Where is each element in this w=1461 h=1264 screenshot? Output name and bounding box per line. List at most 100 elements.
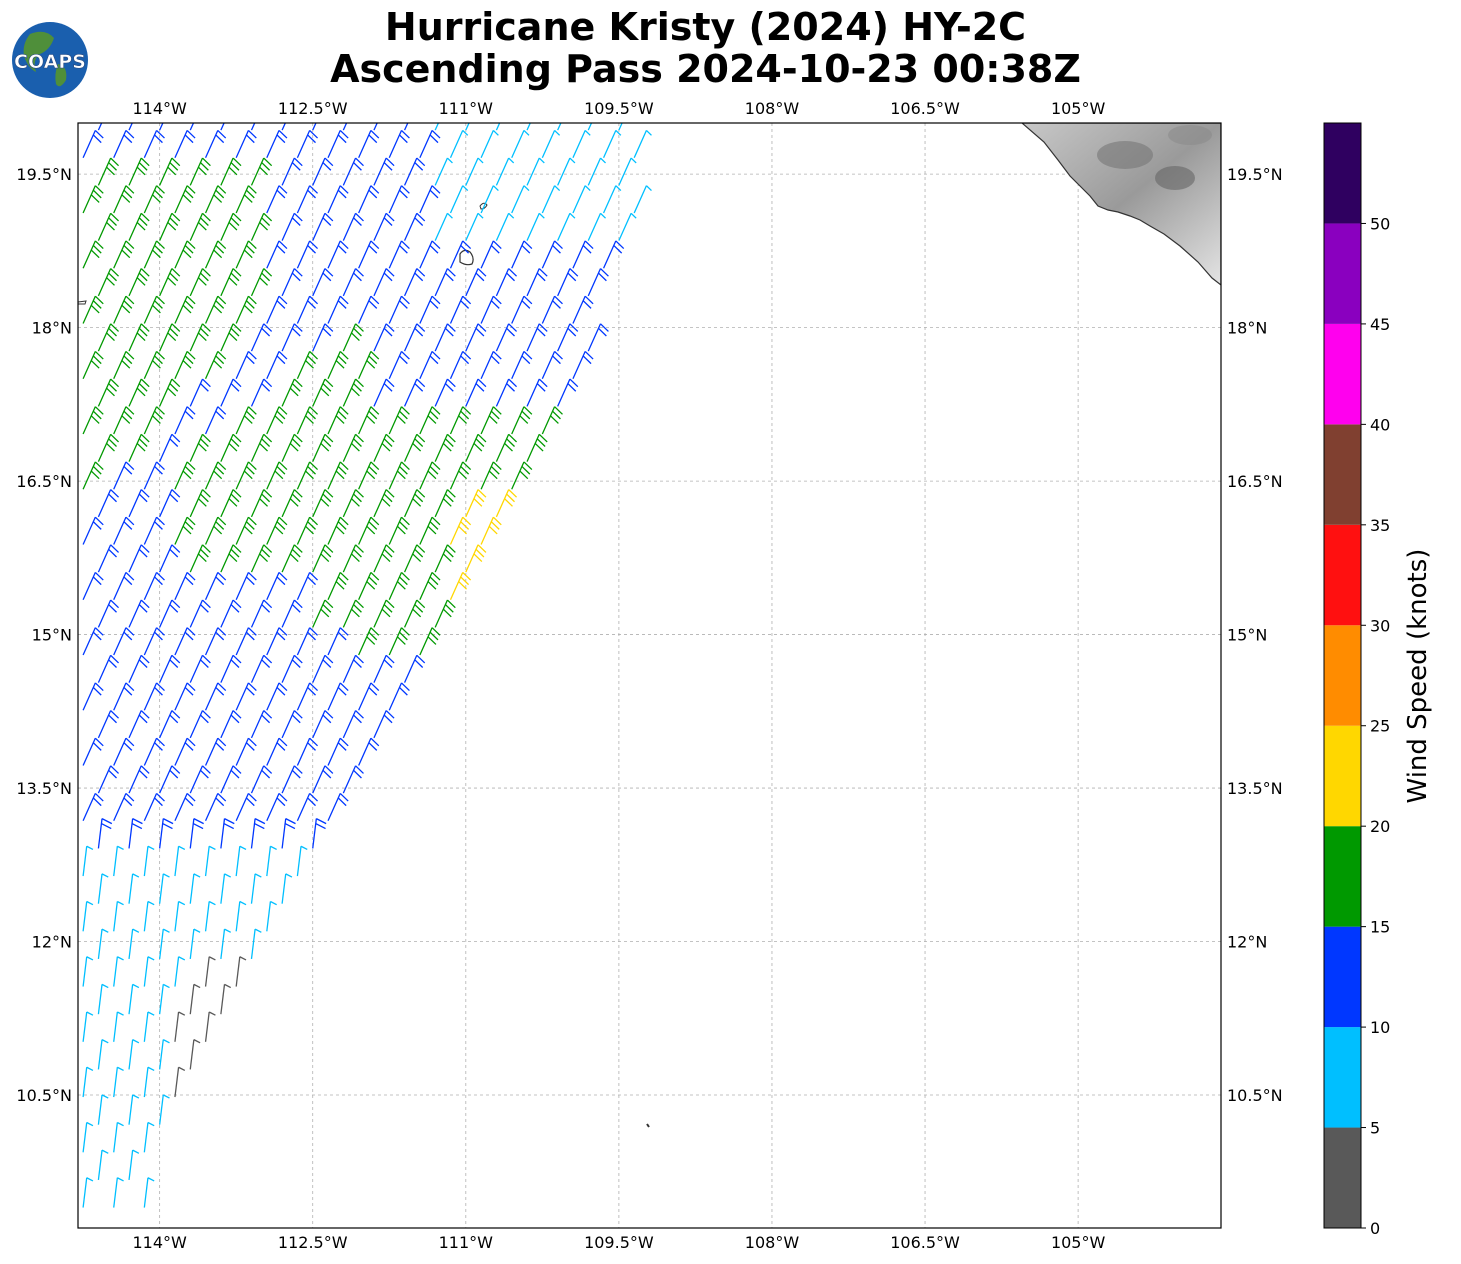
lat-tick-label-left: 18°N [32, 319, 72, 338]
wind-barb [327, 682, 349, 711]
wind-barb [358, 682, 380, 711]
wind-barb [174, 627, 196, 656]
wind-barb [250, 654, 273, 683]
wind-barb [266, 792, 288, 822]
wind-barb [174, 900, 186, 932]
wind-barb [572, 129, 591, 159]
wind-barb [82, 350, 104, 380]
wind-barb [618, 212, 637, 241]
wind-barb [174, 845, 186, 877]
lon-tick-label-bottom: 112.5°W [278, 1233, 348, 1252]
wind-barb [342, 654, 364, 683]
wind-barb [312, 212, 334, 241]
wind-barb [220, 323, 242, 352]
lon-tick-label-bottom: 109.5°W [584, 1233, 654, 1252]
wind-barb [342, 765, 364, 794]
wind-barb [158, 983, 170, 1015]
wind-barb [266, 185, 288, 214]
wind-barb [220, 212, 242, 241]
lon-tick-label-bottom: 108°W [745, 1233, 800, 1252]
lon-tick-label-top: 106.5°W [890, 99, 960, 118]
wind-barb [143, 185, 165, 214]
wind-barb [174, 792, 196, 822]
wind-barb [495, 378, 518, 407]
wind-barb [281, 157, 303, 186]
wind-barb [602, 129, 622, 159]
wind-barb [266, 682, 288, 711]
wind-barb [128, 1094, 140, 1125]
wind-barb [113, 461, 135, 490]
wind-barb [266, 129, 288, 159]
wind-barb [526, 123, 531, 131]
wind-barb [113, 129, 135, 159]
wind-barb [358, 627, 380, 656]
lon-tick-label-top: 112.5°W [278, 99, 348, 118]
wind-barb [281, 123, 287, 131]
wind-barb [158, 1039, 170, 1070]
wind-barb [189, 378, 211, 407]
wind-barb [235, 956, 247, 987]
wind-barb [113, 792, 135, 822]
wind-barb [266, 900, 277, 932]
wind-barb [480, 295, 502, 324]
wind-barb [373, 378, 395, 407]
wind-barb [358, 516, 380, 545]
wind-barb [204, 461, 227, 490]
wind-barb [235, 129, 257, 159]
wind-barb [113, 516, 135, 545]
wind-barb [557, 157, 576, 186]
wind-barb [189, 710, 211, 739]
wind-barb [82, 900, 94, 932]
wind-barb [312, 818, 327, 849]
wind-barb [128, 1039, 140, 1070]
wind-barb [419, 461, 441, 490]
colorbar-segment [1324, 424, 1361, 525]
wind-barb [312, 765, 334, 794]
lat-tick-label-left: 19.5°N [16, 165, 72, 184]
wind-barb [358, 571, 380, 601]
wind-barb [174, 350, 196, 380]
wind-barb [327, 129, 349, 159]
lat-tick-label-right: 10.5°N [1227, 1086, 1283, 1105]
wind-barb [434, 212, 453, 241]
wind-barb [174, 461, 196, 490]
wind-barb [250, 710, 273, 739]
wind-barb [327, 627, 349, 656]
wind-barb [511, 406, 533, 435]
wind-barb [143, 1066, 155, 1098]
wind-barb [602, 240, 625, 269]
colorbar-segment [1324, 926, 1361, 1028]
wind-barb [465, 433, 487, 462]
wind-barb [220, 544, 242, 573]
wind-barb [403, 212, 426, 241]
wind-barb [495, 157, 515, 186]
wind-barb [373, 212, 395, 241]
lon-tick-label-top: 114°W [132, 99, 187, 118]
wind-barb [189, 268, 211, 297]
wind-barb [235, 461, 257, 490]
wind-barb [465, 212, 484, 241]
wind-barb [235, 737, 257, 766]
wind-barb [342, 599, 364, 628]
wind-barb [82, 1066, 94, 1098]
wind-barb [174, 571, 196, 601]
wind-barb [159, 544, 181, 573]
wind-barb [158, 818, 174, 849]
wind-barb [281, 873, 293, 904]
lat-tick-label-left: 10.5°N [16, 1086, 72, 1105]
wind-barb [358, 295, 380, 324]
wind-barb [312, 268, 334, 297]
wind-barb [235, 900, 247, 932]
wind-barb [541, 240, 563, 269]
wind-barb [388, 185, 410, 214]
colorbar-segment [1324, 826, 1361, 927]
wind-barb [143, 461, 165, 490]
wind-barb [419, 295, 441, 324]
wind-barb [204, 185, 227, 214]
wind-barb [373, 323, 395, 352]
axis-tick-labels: 114°W 114°W 112.5°W 112.5°W 111°W 111°W 109.5°… [16, 99, 1282, 1252]
wind-barb [495, 489, 518, 518]
wind-barb [204, 350, 227, 380]
wind-barb [250, 873, 262, 904]
wind-barb [158, 873, 170, 904]
